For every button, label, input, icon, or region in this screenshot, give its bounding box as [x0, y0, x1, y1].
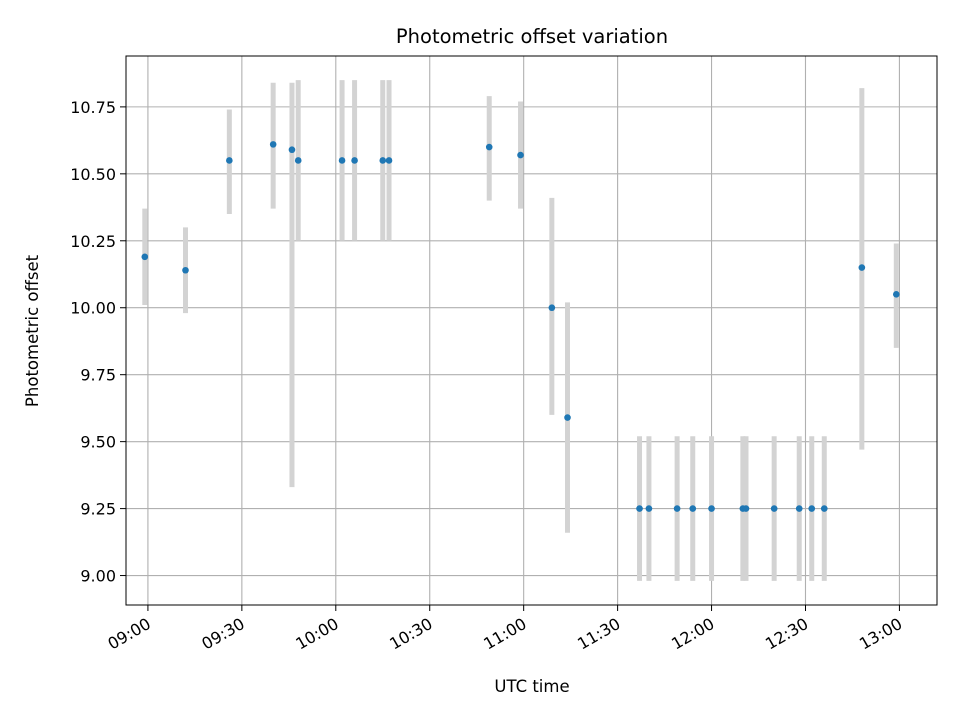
data-point	[770, 505, 778, 512]
chart-title: Photometric offset variation	[396, 25, 668, 48]
y-tick-label: 9.00	[80, 567, 116, 586]
y-tick-label: 9.75	[80, 366, 116, 385]
data-point	[645, 505, 653, 512]
data-point	[636, 505, 643, 512]
data-point	[820, 505, 828, 512]
data-point	[548, 304, 556, 312]
data-point	[226, 157, 233, 164]
y-axis-ticks: 9.00 9.25 9.50 9.75 10.00 10.25 10.50 10.75	[70, 98, 126, 586]
y-axis-label: Photometric offset	[23, 254, 42, 407]
y-tick-label: 9.50	[80, 433, 116, 452]
data-point	[182, 266, 189, 274]
y-tick-label: 9.25	[80, 500, 116, 519]
data-point	[564, 414, 571, 421]
data-point	[485, 143, 493, 151]
data-point	[892, 291, 900, 298]
data-point	[858, 264, 866, 271]
data-point	[269, 141, 277, 148]
data-point	[673, 505, 681, 512]
y-tick-label: 10.00	[70, 299, 116, 318]
data-point	[141, 253, 149, 261]
x-axis-label: UTC time	[494, 677, 569, 696]
data-point	[689, 505, 697, 512]
data-point	[742, 505, 750, 512]
y-tick-label: 10.25	[70, 232, 116, 251]
data-point	[338, 157, 346, 164]
data-point	[288, 146, 296, 154]
data-point	[385, 157, 393, 164]
plot-frame	[125, 55, 938, 606]
data-point	[795, 505, 803, 512]
data-point	[294, 157, 302, 164]
data-points	[141, 141, 900, 512]
data-point	[517, 151, 524, 159]
data-point	[351, 157, 358, 164]
y-tick-label: 10.75	[70, 98, 116, 117]
y-tick-label: 10.50	[70, 165, 116, 184]
data-point	[379, 157, 387, 164]
grid	[126, 56, 937, 605]
data-point	[808, 505, 816, 512]
data-point	[708, 505, 715, 512]
